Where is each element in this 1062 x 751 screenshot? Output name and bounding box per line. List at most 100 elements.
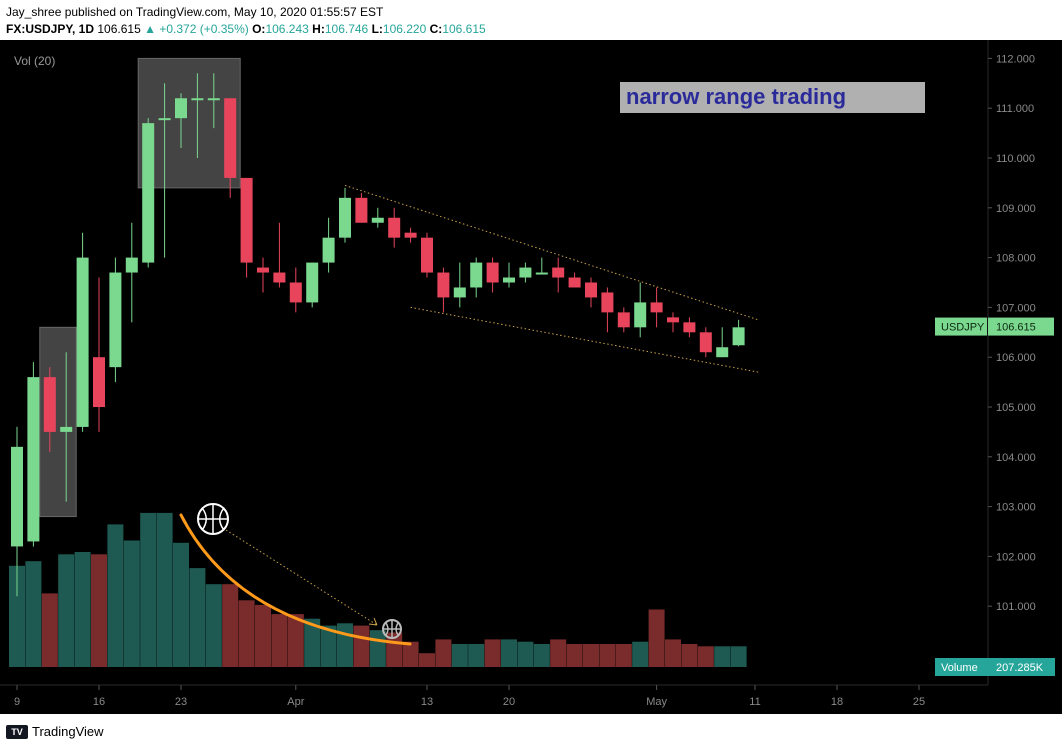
price-tick-label: 102.000	[996, 551, 1036, 563]
change-value: +0.372 (+0.35%)	[159, 22, 249, 36]
candle-body	[175, 98, 187, 119]
volume-bar	[484, 639, 501, 667]
candle-body	[109, 272, 122, 368]
candle-body	[306, 262, 319, 303]
candle-body	[273, 272, 286, 283]
candle-body	[486, 262, 499, 283]
candle-body	[158, 118, 171, 121]
ohlc-legend: FX:USDJPY, 1D 106.615 ▲ +0.372 (+0.35%) …	[6, 22, 486, 36]
candle-body	[503, 277, 515, 283]
tradingview-brand[interactable]: TV TradingView	[6, 724, 104, 739]
price-tick-label: 111.000	[996, 103, 1034, 115]
candle-body	[207, 98, 220, 101]
low-label: L:	[371, 22, 383, 36]
candle-body	[355, 197, 368, 223]
time-tick-label: 13	[421, 696, 433, 708]
candle-body	[585, 282, 597, 298]
volume-bar	[107, 524, 124, 667]
volume-bar	[140, 512, 157, 667]
volume-bar	[369, 630, 386, 667]
candle-body	[421, 237, 433, 273]
volume-indicator-label: Vol (20)	[14, 54, 55, 68]
ball-seam	[385, 622, 389, 636]
volume-bar	[583, 644, 599, 667]
last-price-tag-label: 106.615	[996, 322, 1036, 334]
volume-bar	[9, 565, 25, 667]
volume-bar	[353, 625, 370, 667]
candle-body	[699, 332, 712, 353]
price-tick-label: 109.000	[996, 203, 1036, 215]
candle-body	[404, 232, 417, 238]
candle-body	[191, 98, 204, 101]
candle-body	[371, 217, 384, 223]
high-value: 106.746	[324, 22, 369, 36]
volume-bar	[91, 554, 107, 667]
candle-body	[125, 257, 138, 273]
volume-bar	[615, 644, 632, 667]
volume-bar	[271, 614, 288, 667]
candle-body	[27, 377, 40, 542]
candle-body	[257, 267, 269, 273]
close-label: C:	[429, 22, 443, 36]
candle-body	[519, 267, 532, 278]
candle-body	[289, 282, 302, 303]
candle-body	[437, 272, 450, 298]
candle-body	[388, 217, 401, 238]
highlight-box	[137, 57, 241, 189]
change-arrow-icon: ▲	[144, 22, 156, 36]
close-value: 106.615	[442, 22, 486, 36]
ball-seam	[219, 508, 225, 530]
volume-bar	[697, 646, 714, 667]
ball-seam	[201, 508, 207, 530]
volume-decline-curve	[179, 513, 412, 646]
wedge-trendline	[344, 184, 759, 321]
last-price-tag	[988, 317, 1054, 336]
volume-bar	[25, 561, 42, 667]
time-tick-label: Apr	[287, 696, 304, 708]
volume-bar	[550, 639, 567, 667]
tradingview-logo-icon: TV	[6, 724, 28, 739]
volume-bar	[451, 644, 468, 667]
volume-bar	[566, 644, 583, 667]
candle-body	[93, 357, 105, 407]
annotation-arrow-line	[225, 529, 378, 626]
volume-bar	[205, 584, 222, 667]
volume-bar	[189, 568, 206, 667]
open-label: O:	[252, 22, 266, 36]
volume-bar	[337, 623, 353, 667]
candle-body	[617, 312, 630, 328]
price-chart[interactable]: Vol (20) narrow range trading 101.000 102.0…	[0, 40, 1062, 714]
candle-body	[732, 327, 745, 346]
candle-body	[224, 98, 237, 178]
candle-body	[142, 123, 155, 263]
chart-footer: TV TradingView	[0, 714, 1062, 751]
candle-body	[650, 302, 663, 313]
volume-bar	[468, 644, 485, 667]
candle-body	[339, 197, 351, 238]
ball-seam	[395, 622, 399, 636]
time-tick-label: 23	[175, 696, 187, 708]
price-tick-label: 103.000	[996, 502, 1036, 514]
symbol-tag-label: USDJPY	[941, 322, 985, 334]
time-tick-label: 18	[831, 696, 843, 708]
open-value: 106.243	[265, 22, 309, 36]
time-tick-label: 9	[14, 696, 20, 708]
volume-bar	[714, 646, 731, 667]
candle-body	[453, 287, 466, 298]
high-label: H:	[312, 22, 325, 36]
volume-bar	[304, 618, 321, 667]
price-tick-label: 101.000	[996, 601, 1036, 613]
candle-body	[76, 257, 89, 427]
candle-body	[470, 262, 483, 288]
volume-bar	[41, 593, 58, 667]
volume-bar	[123, 540, 140, 667]
volume-bar	[435, 639, 452, 667]
symbol-label[interactable]: FX:USDJPY, 1D	[6, 22, 95, 36]
volume-bar	[501, 639, 517, 667]
annotation-box	[620, 82, 925, 113]
volume-bar	[287, 614, 304, 667]
symbol-tag	[935, 317, 987, 336]
price-tick-label: 106.000	[996, 352, 1036, 364]
candle-body	[716, 347, 729, 358]
time-tick-label: 11	[749, 696, 760, 708]
